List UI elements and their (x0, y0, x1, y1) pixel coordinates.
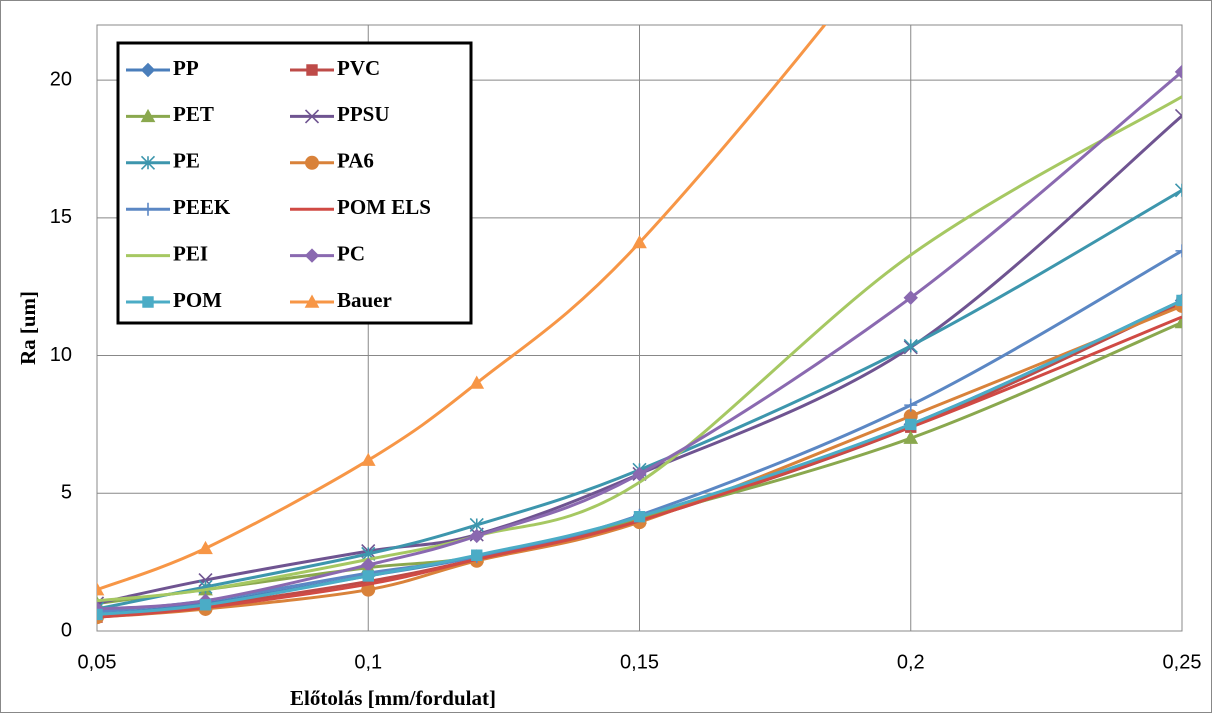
legend-label: PPSU (337, 102, 390, 126)
data-marker (903, 430, 919, 444)
legend-label: PC (337, 241, 365, 265)
legend-label: PA6 (337, 149, 374, 173)
legend-marker (306, 64, 318, 76)
series-line (97, 70, 1182, 611)
ticks: 0 5 10 15 20 0,05 0,1 0,15 0,2 0,25 (50, 68, 1202, 673)
data-marker (903, 338, 918, 353)
legend-marker (304, 109, 320, 124)
data-marker (198, 572, 213, 588)
data-marker (199, 599, 212, 611)
series-line (97, 315, 1182, 619)
legend-box (116, 41, 473, 325)
legend-label: PEI (173, 241, 208, 265)
data-marker (97, 608, 103, 621)
legend-marker (140, 155, 156, 170)
y-tick-label: 5 (61, 482, 72, 504)
legend-marker (304, 294, 320, 308)
legend-label: PEEK (173, 195, 231, 219)
legend-marker (304, 155, 320, 170)
x-axis-title: Előtolás [mm/fordulat] (290, 686, 496, 710)
data-marker (632, 235, 647, 249)
data-marker (471, 549, 483, 561)
legend-marker (140, 108, 156, 123)
legend-marker (304, 248, 320, 263)
legend-label: PE (173, 149, 200, 173)
series-line (97, 114, 1182, 605)
y-tick-label: 0 (61, 619, 72, 641)
data-marker (1175, 244, 1182, 258)
legend-marker (142, 296, 154, 308)
y-axis-title: Ra [um] (16, 291, 40, 365)
x-tick-label: 0,2 (897, 651, 925, 673)
legend-label: PP (173, 56, 199, 80)
y-tick-label: 15 (50, 206, 72, 228)
legend-label: PET (173, 102, 214, 126)
series-line (97, 304, 1182, 619)
series-line (97, 188, 1182, 611)
data-marker (362, 570, 374, 582)
data-marker (198, 540, 213, 555)
legend: PP PVC PET PPSU PE PA6 PEEK POM ELS PEI PC POM Baue… (116, 41, 473, 325)
series-line (97, 25, 827, 592)
data-marker (360, 452, 376, 466)
data-marker (1174, 183, 1182, 198)
data-marker (1174, 64, 1182, 80)
legend-label: Bauer (337, 288, 392, 312)
data-marker (469, 375, 485, 389)
series-lines (97, 25, 1182, 625)
legend-label: PVC (337, 56, 380, 80)
data-marker (905, 418, 917, 431)
data-marker (633, 510, 646, 523)
data-marker (469, 528, 484, 544)
legend-label: POM (173, 288, 222, 312)
data-marker (97, 582, 105, 596)
y-tick-label: 10 (50, 344, 72, 366)
data-marker (632, 466, 647, 482)
legend-marker (140, 62, 156, 78)
legend-marker (141, 202, 155, 216)
data-marker (904, 398, 918, 412)
legend-label: POM ELS (337, 195, 431, 219)
series-line (97, 299, 1182, 616)
x-tick-label: 0,25 (1163, 651, 1202, 673)
data-marker (903, 290, 918, 305)
x-tick-label: 0,05 (78, 651, 117, 673)
x-tick-label: 0,1 (354, 651, 382, 673)
data-marker (1174, 108, 1182, 123)
data-marker (1176, 294, 1182, 307)
y-tick-label: 20 (50, 68, 72, 90)
x-tick-label: 0,15 (620, 651, 659, 673)
series-line (97, 95, 1182, 603)
